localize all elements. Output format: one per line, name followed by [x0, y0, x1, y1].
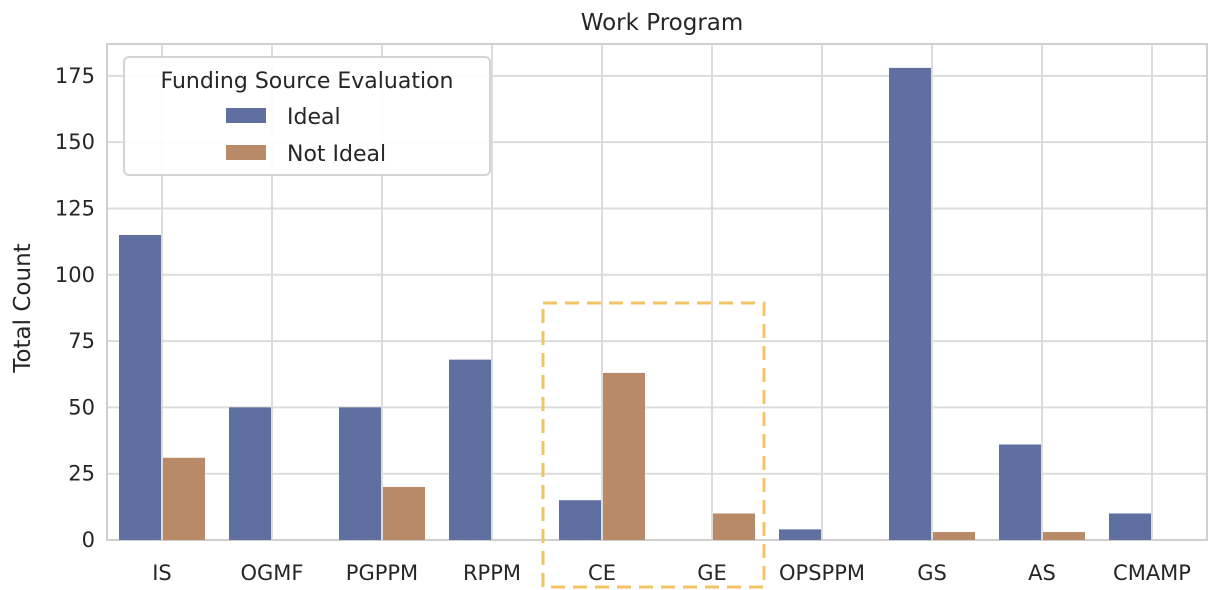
legend-items: Ideal Not Ideal	[226, 105, 386, 167]
bar-ge-not-ideal	[713, 513, 755, 540]
bar-ogmf-ideal	[229, 407, 271, 540]
bar-gs-not-ideal	[933, 532, 975, 540]
y-tick-label: 175	[55, 64, 95, 88]
bar-as-ideal	[999, 444, 1041, 540]
y-tick-label: 0	[82, 528, 95, 552]
legend: Funding Source Evaluation Ideal Not Ideal	[123, 56, 491, 176]
chart-title: Work Program	[581, 10, 744, 36]
x-tick-label: CE	[588, 561, 616, 585]
x-tick-label: OGMF	[241, 561, 304, 585]
bars	[119, 67, 1151, 541]
legend-swatch-ideal	[226, 108, 266, 123]
legend-label: Not Ideal	[287, 142, 386, 167]
plot-frame	[106, 43, 1208, 541]
legend-box	[123, 56, 491, 176]
y-tick-label: 100	[55, 263, 95, 287]
bar-as-not-ideal	[1043, 532, 1085, 540]
x-tick-label: RPPM	[463, 561, 521, 585]
bar-opsppm-ideal	[779, 529, 821, 540]
bar-cmamp-ideal	[1109, 513, 1151, 540]
legend-swatch-not-ideal	[226, 145, 266, 160]
bar-ce-ideal	[559, 500, 601, 540]
x-tick-label: GE	[697, 561, 727, 585]
bar-is-ideal	[119, 234, 161, 540]
legend-label: Ideal	[287, 105, 341, 130]
legend-title: Funding Source Evaluation	[161, 69, 454, 94]
bar-rppm-ideal	[449, 359, 491, 540]
y-tick-labels: 0 25 50 75 100 125 150 175	[55, 64, 95, 552]
x-tick-label: OPSPPM	[779, 561, 865, 585]
y-tick-label: 125	[55, 196, 95, 220]
y-tick-label: 50	[68, 395, 95, 419]
bar-is-not-ideal	[163, 457, 205, 540]
x-tick-label: GS	[917, 561, 947, 585]
bar-gs-ideal	[889, 67, 931, 541]
bar-pgppm-not-ideal	[383, 486, 425, 540]
y-tick-label: 75	[68, 329, 95, 353]
x-tick-labels: IS OGMF PGPPM RPPM CE GE OPSPPM GS AS CMAMP	[152, 561, 1191, 585]
x-tick-label: AS	[1028, 561, 1056, 585]
x-tick-label: CMAMP	[1113, 561, 1191, 585]
x-tick-label: IS	[152, 561, 172, 585]
bar-ce-not-ideal	[603, 372, 645, 540]
x-tick-label: PGPPM	[346, 561, 418, 585]
highlight-dashed-box	[541, 301, 766, 589]
y-tick-label: 25	[68, 462, 95, 486]
y-tick-label: 150	[55, 130, 95, 154]
bar-pgppm-ideal	[339, 407, 381, 540]
y-axis-title: Total Count	[10, 243, 36, 373]
